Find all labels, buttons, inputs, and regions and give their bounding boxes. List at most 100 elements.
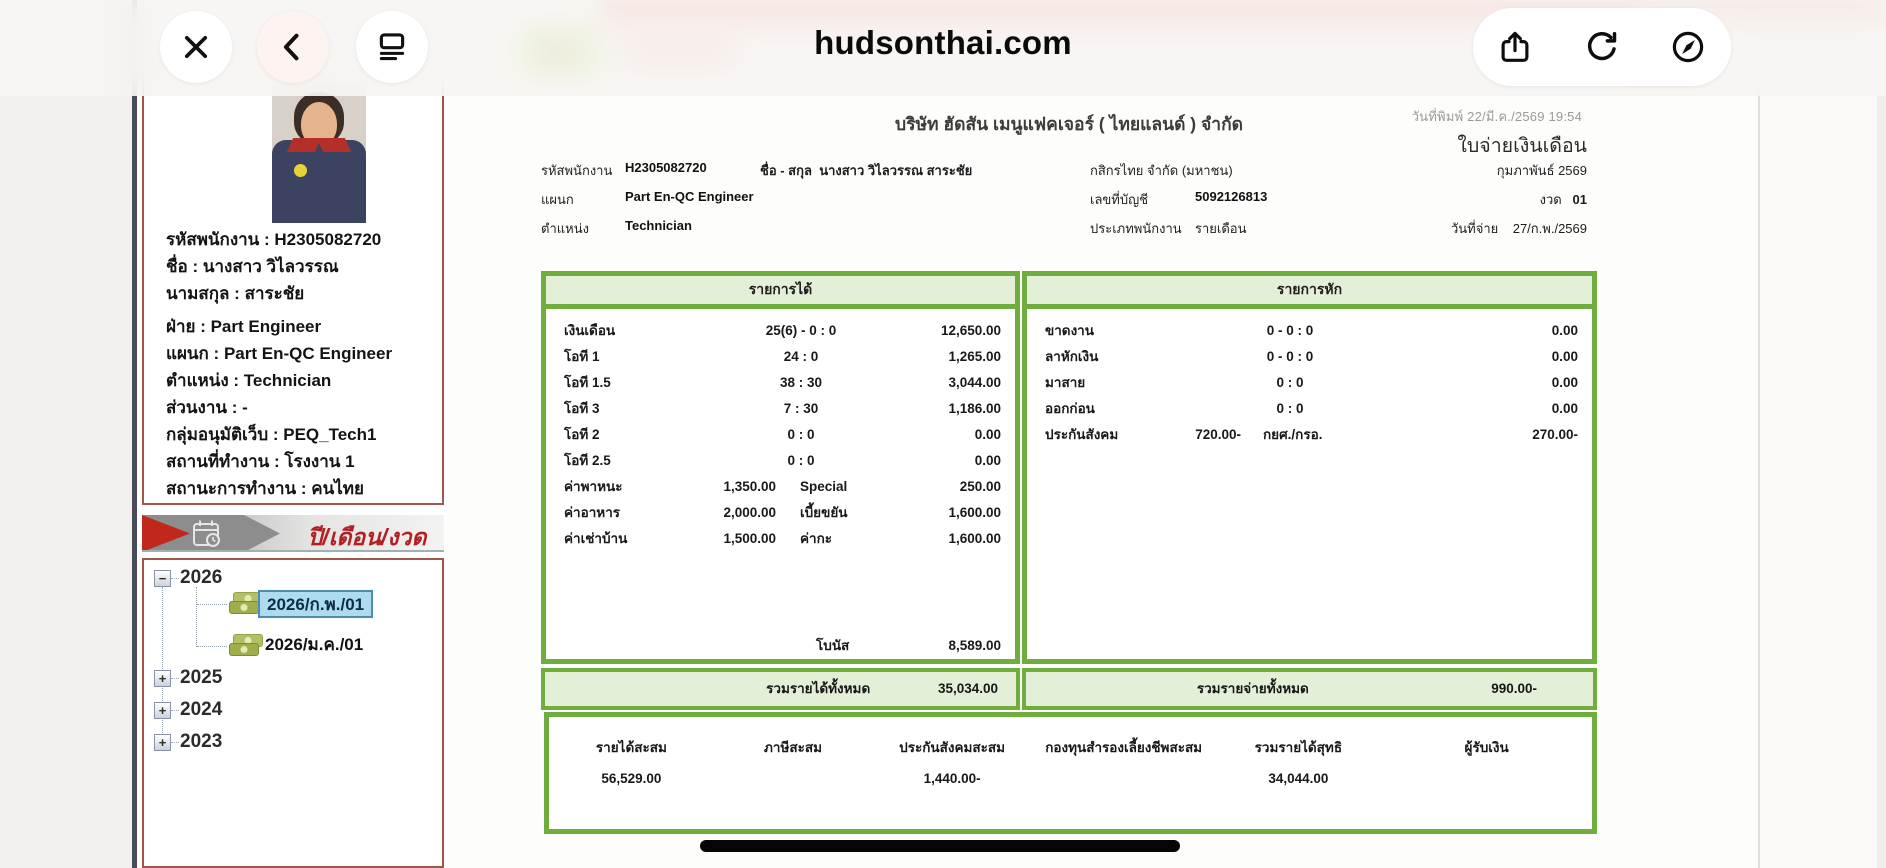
deduction-total-amount: 990.00- (1491, 681, 1537, 696)
tree-year-2026[interactable]: 2026 (180, 567, 223, 588)
page-title: hudsonthai.com (814, 24, 1072, 61)
employee-id-line: รหัสพนักงาน : H2305082720 (166, 230, 382, 249)
tree-connector (197, 604, 227, 605)
tree-connector (197, 646, 227, 647)
pay-date-value: 27/ก.พ./2569 (1512, 221, 1587, 236)
reload-button[interactable] (1583, 28, 1621, 66)
back-button[interactable] (257, 11, 329, 83)
photo-shirt (272, 140, 366, 223)
tree-period-item[interactable]: 2026/ม.ค./01 (265, 635, 364, 654)
home-indicator[interactable] (700, 840, 1180, 852)
photo-collar (316, 138, 352, 152)
period-banner: ปี/เดือน/งวด (142, 515, 444, 552)
emp-id-label: รหัสพนักงาน (541, 163, 613, 178)
right-margin (1877, 0, 1886, 868)
reload-icon (1587, 31, 1617, 61)
tree-connector (171, 578, 179, 579)
pay-date-label: วันที่จ่าย (1450, 221, 1499, 236)
summary-table: รายได้สะสม ภาษีสะสม ประกันสังคมสะสม กองท… (544, 712, 1597, 834)
deduction-table-header: รายการหัก (1027, 276, 1592, 309)
emp-name-line: ชื่อ - สกุล นางสาว วิไลวรรณ สาระชัย (760, 160, 972, 181)
income-total-label: รวมรายได้ทั้งหมด (766, 681, 871, 696)
deduction-row: มาสาย 0 : 0 0.00 (1045, 375, 1578, 390)
emp-type-value: รายเดือน (1195, 221, 1247, 236)
compass-icon (1672, 31, 1704, 63)
employee-details: ฝ่าย : Part Engineer แผนก : Part En-QC E… (166, 313, 446, 502)
deduction-row: ประกันสังคม 720.00- กยศ./กรอ. 270.00- (1045, 427, 1578, 442)
position-label: ตำแหน่ง (541, 221, 589, 236)
deduction-table: รายการหัก ขาดงาน 0 - 0 : 0 0.00 ลาหักเงิน 0… (1022, 271, 1597, 664)
web-group-line: กลุ่มอนุมัติเว็บ : PEQ_Tech1 (166, 425, 377, 444)
summary-header: ภาษีสะสม (764, 740, 823, 755)
summary-value (1032, 771, 1216, 786)
summary-value (1381, 771, 1592, 786)
position-line: ตำแหน่ง : Technician (166, 371, 332, 390)
period-value: 01 (1572, 192, 1587, 207)
income-row: โอที 2.5 0 : 0 0.00 (564, 453, 1001, 468)
income-total-amount: 35,034.00 (937, 681, 998, 696)
income-row: ค่าอาหาร 2,000.00 เบี้ยขยัน 1,600.00 (564, 505, 1001, 520)
bank-name: กสิกรไทย จำกัด (มหาชน) (1090, 163, 1233, 178)
expand-box-2023[interactable]: + (154, 734, 171, 751)
tree-connector (171, 710, 179, 711)
tree-connector (171, 742, 179, 743)
summary-header: ประกันสังคมสะสม (899, 740, 1006, 755)
tree-year-2025[interactable]: 2025 (180, 667, 223, 688)
employee-name-line: ชื่อ : นางสาว วิไลวรรณ (166, 257, 339, 276)
income-row: โอที 1 24 : 0 1,265.00 (564, 349, 1001, 364)
calendar-clock-icon (190, 517, 224, 550)
section-line: ส่วนงาน : - (166, 398, 248, 417)
status-line: สถานะการทำงาน : คนไทย (166, 479, 364, 498)
summary-value (714, 771, 873, 786)
income-row: ค่าพาหนะ 1,350.00 Special 250.00 (564, 479, 1001, 494)
page-right-gutter (1760, 0, 1877, 868)
income-table: รายการได้ เงินเดือน 25(6) - 0 : 0 12,650.0… (541, 271, 1020, 664)
department-line: แผนก : Part En-QC Engineer (166, 344, 393, 363)
employee-photo (272, 84, 366, 223)
summary-header: กองทุนสำรองเลี้ยงชีพสะสม (1045, 740, 1203, 755)
toolbar-action-pill (1473, 8, 1731, 86)
emp-type-label: ประเภทพนักงาน (1090, 221, 1182, 236)
period-label: งวด (1539, 192, 1562, 207)
expand-box-2024[interactable]: + (154, 702, 171, 719)
close-icon (184, 35, 208, 59)
banknote-icon[interactable] (229, 634, 263, 660)
tree-connector (196, 587, 197, 647)
chevron-left-icon (283, 33, 299, 61)
deduction-total-label: รวมรายจ่ายทั้งหมด (1196, 681, 1309, 696)
deduction-row: ออกก่อน 0 : 0 0.00 (1045, 401, 1578, 416)
tree-year-2023[interactable]: 2023 (180, 731, 223, 752)
document-title: ใบจ่ายเงินเดือน (1457, 135, 1587, 157)
share-button[interactable] (1496, 28, 1534, 66)
reader-view-button[interactable] (356, 11, 428, 83)
income-total-band: รวมรายได้ทั้งหมด 35,034.00 (541, 668, 1020, 710)
browser-toolbar: hudsonthai.com (0, 0, 1886, 96)
position-value: Technician (625, 218, 692, 233)
period-tree: − 2026 2026/ก.พ./01 2026/ม.ค./01 + 2025 … (142, 558, 444, 868)
tree-year-2024[interactable]: 2024 (180, 699, 223, 720)
employee-identity: รหัสพนักงาน : H2305082720 ชื่อ : นางสาว … (166, 226, 436, 307)
income-row: ค่าเช่าบ้าน 1,500.00 ค่ากะ 1,600.00 (564, 531, 1001, 546)
summary-value: 1,440.00- (923, 771, 981, 786)
summary-header: รวมรายได้สุทธิ (1254, 740, 1343, 755)
account-label: เลขที่บัญชี (1090, 192, 1149, 207)
employee-sidebar: รหัสพนักงาน : H2305082720 ชื่อ : นางสาว … (132, 0, 445, 868)
page-right-edge (1758, 0, 1760, 868)
summary-headers: รายได้สะสม ภาษีสะสม ประกันสังคมสะสม กองท… (549, 717, 1592, 758)
expand-box-2025[interactable]: + (154, 670, 171, 687)
employee-info-box: รหัสพนักงาน : H2305082720 ชื่อ : นางสาว … (142, 68, 444, 505)
pay-month: กุมภาพันธ์ 2569 (1496, 163, 1587, 178)
employee-surname-line: นามสกุล : สาระชัย (166, 284, 305, 303)
pay-date-line: วันที่จ่าย 27/ก.พ./2569 (1451, 218, 1587, 239)
tree-connector (171, 678, 179, 679)
dept-value: Part En-QC Engineer (625, 189, 754, 204)
open-in-browser-button[interactable] (1669, 28, 1707, 66)
division-line: ฝ่าย : Part Engineer (166, 317, 322, 336)
photo-badge (294, 164, 307, 177)
tree-period-item-selected[interactable]: 2026/ก.พ./01 (258, 590, 374, 618)
collapse-box-2026[interactable]: − (154, 570, 171, 587)
close-button[interactable] (160, 11, 232, 83)
